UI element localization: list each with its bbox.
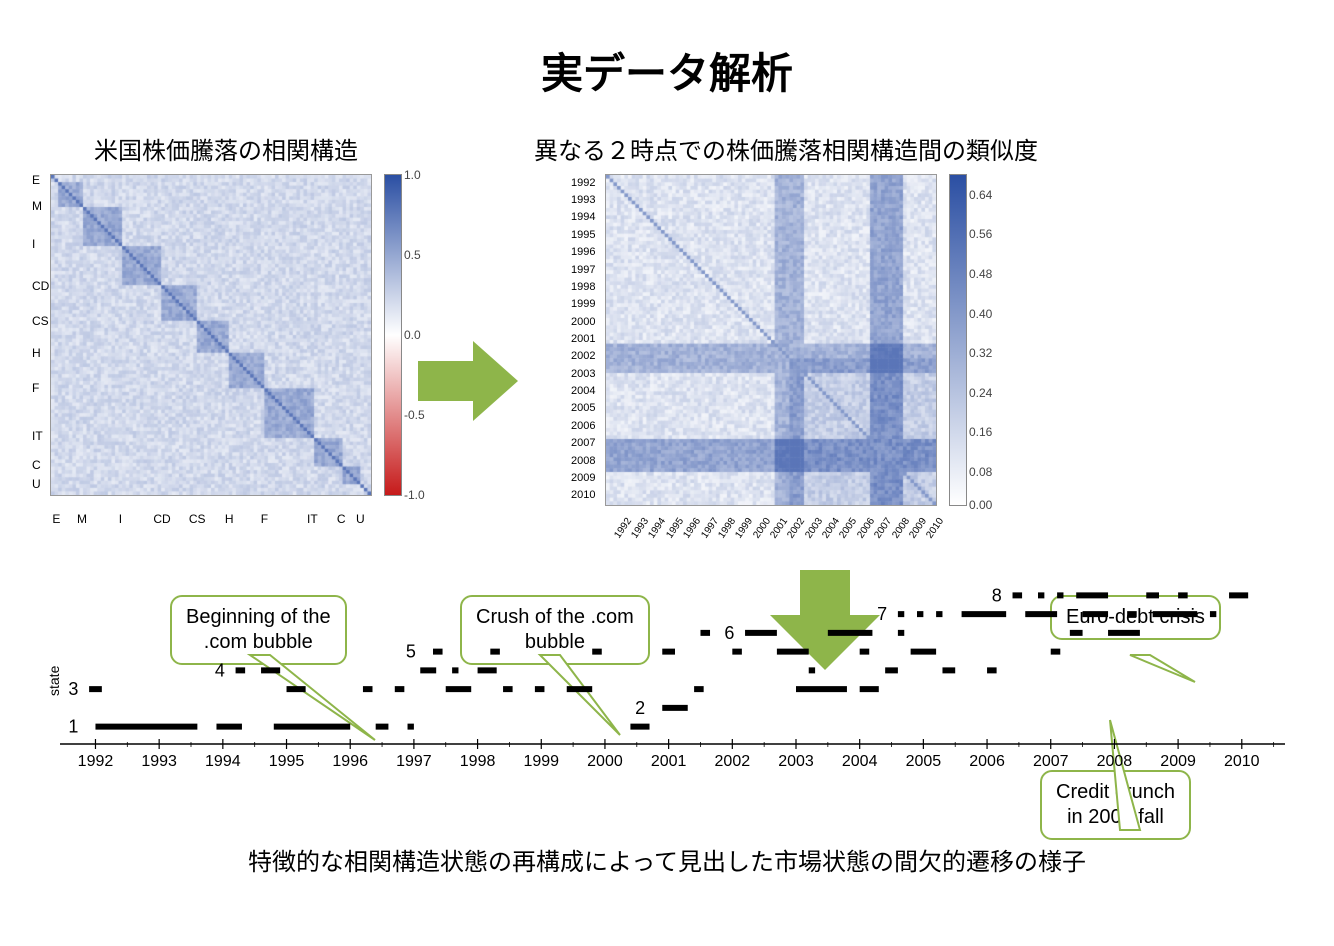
svg-text:7: 7 bbox=[877, 604, 887, 624]
timeline: state 1992199319941995199619971998199920… bbox=[40, 576, 1294, 836]
svg-text:2: 2 bbox=[635, 698, 645, 718]
svg-text:2002: 2002 bbox=[715, 753, 751, 770]
svg-text:2009: 2009 bbox=[1160, 753, 1196, 770]
page-title: 実データ解析 bbox=[40, 40, 1294, 101]
svg-text:1: 1 bbox=[68, 717, 78, 737]
svg-text:2007: 2007 bbox=[1033, 753, 1069, 770]
svg-text:2004: 2004 bbox=[842, 753, 878, 770]
left-colorbar-rect bbox=[384, 174, 402, 496]
left-panel-title: 米国株価騰落の相関構造 bbox=[94, 131, 358, 166]
svg-text:2010: 2010 bbox=[1224, 753, 1260, 770]
right-heatmap: 1992199319941995199619971998199920002001… bbox=[605, 174, 937, 506]
svg-text:4: 4 bbox=[215, 660, 225, 680]
svg-text:8: 8 bbox=[992, 585, 1002, 605]
svg-text:2003: 2003 bbox=[778, 753, 814, 770]
svg-text:2006: 2006 bbox=[969, 753, 1005, 770]
bottom-caption: 特徴的な相関構造状態の再構成によって見出した市場状態の間欠的遷移の様子 bbox=[40, 842, 1294, 877]
left-colorbar: 1.00.50.0-0.5-1.0 bbox=[384, 174, 402, 496]
timeline-svg: 1992 1993 1994 1995 1996 1997 1998 1999 2000 2001… bbox=[40, 576, 1290, 776]
right-panel-title: 異なる２時点での株価騰落相関構造間の類似度 bbox=[534, 131, 1038, 166]
left-panel: 米国株価騰落の相関構造 EMICDCSHFITCU EMICDCSHFITCU … bbox=[50, 131, 402, 496]
svg-text:3: 3 bbox=[68, 679, 78, 699]
left-heatmap: EMICDCSHFITCU EMICDCSHFITCU bbox=[50, 174, 372, 496]
right-colorbar-rect bbox=[949, 174, 967, 506]
right-colorbar: 0.640.560.480.400.320.240.160.080.00 bbox=[949, 174, 967, 506]
svg-text:1998: 1998 bbox=[460, 753, 496, 770]
svg-text:2005: 2005 bbox=[906, 753, 942, 770]
svg-text:1997: 1997 bbox=[396, 753, 432, 770]
right-heatmap-canvas bbox=[605, 174, 937, 506]
svg-text:2001: 2001 bbox=[651, 753, 687, 770]
svg-text:5: 5 bbox=[406, 642, 416, 662]
svg-text:2008: 2008 bbox=[1097, 753, 1133, 770]
svg-text:1993: 1993 bbox=[141, 753, 177, 770]
right-panel: 異なる２時点での株価騰落相関構造間の類似度 199219931994199519… bbox=[534, 131, 1038, 506]
top-row: 米国株価騰落の相関構造 EMICDCSHFITCU EMICDCSHFITCU … bbox=[40, 131, 1294, 506]
svg-text:6: 6 bbox=[724, 623, 734, 643]
svg-text:1999: 1999 bbox=[523, 753, 559, 770]
svg-text:1992: 1992 bbox=[78, 753, 114, 770]
slide: 実データ解析 米国株価騰落の相関構造 EMICDCSHFITCU EMICDCS… bbox=[0, 0, 1334, 946]
svg-text:2000: 2000 bbox=[587, 753, 623, 770]
left-heatmap-canvas bbox=[50, 174, 372, 496]
svg-text:1996: 1996 bbox=[332, 753, 368, 770]
svg-text:1994: 1994 bbox=[205, 753, 241, 770]
svg-text:1995: 1995 bbox=[269, 753, 305, 770]
arrow-right bbox=[418, 336, 518, 431]
